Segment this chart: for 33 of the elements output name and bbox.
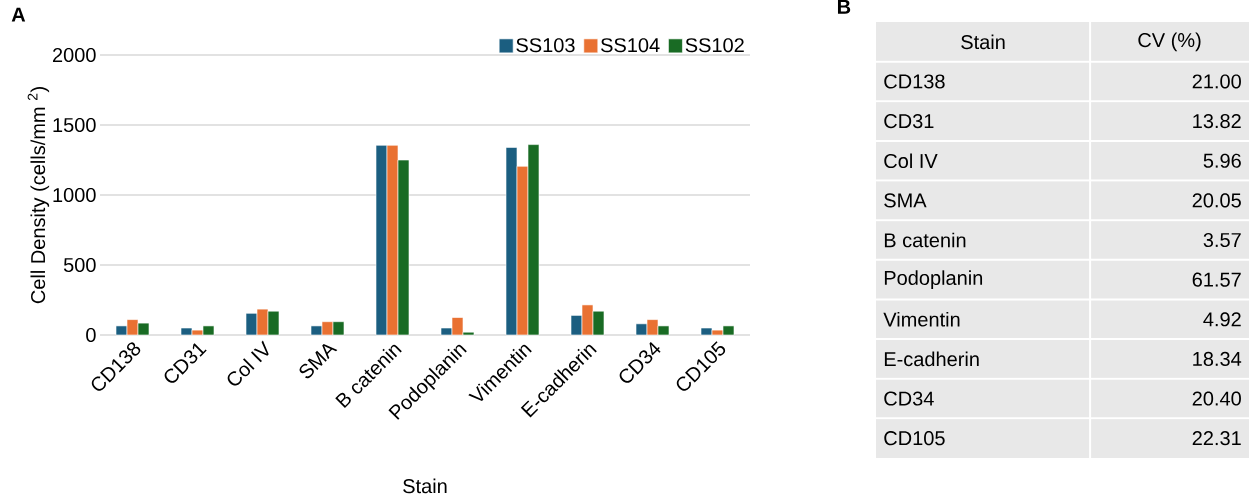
text: 5.96 bbox=[1203, 153, 1241, 168]
text: 13.82 bbox=[1193, 114, 1241, 129]
x-tick-label: Col IV bbox=[227, 340, 269, 386]
text: 20.05 bbox=[1192, 193, 1241, 208]
text: 4.92 bbox=[1203, 312, 1241, 327]
x-axis-title: Stain bbox=[403, 478, 447, 494]
y-tick-label: 1000 bbox=[53, 187, 96, 203]
category-label: Vimentin bbox=[883, 311, 960, 327]
y-tick-label: 500 bbox=[63, 257, 96, 273]
text: 61.57 bbox=[1192, 272, 1241, 287]
category-label: CD105 bbox=[884, 431, 945, 446]
text: 20.40 bbox=[1192, 391, 1241, 406]
y-tick-label: 2000 bbox=[52, 47, 96, 63]
text: CV (%) bbox=[1138, 32, 1201, 52]
y-tick-label: 1500 bbox=[53, 117, 96, 133]
category-label: CD138 bbox=[884, 74, 945, 89]
category-label: Col IV bbox=[884, 153, 938, 169]
text: 18.34 bbox=[1193, 351, 1242, 366]
y-tick-label: 0 bbox=[86, 327, 96, 343]
category-label: B catenin bbox=[884, 232, 966, 248]
legend-label: SS102 bbox=[685, 38, 744, 53]
legend-label: SS103 bbox=[516, 38, 575, 53]
text: 22.31 bbox=[1192, 431, 1241, 446]
text: Stain bbox=[961, 34, 1005, 50]
text: 21.00 bbox=[1192, 74, 1241, 89]
text: 3.57 bbox=[1203, 232, 1241, 248]
legend-label: SS104 bbox=[601, 38, 660, 53]
y-axis-title: Cell Density (cells/mm $^{2}$) bbox=[27, 87, 50, 304]
text: B bbox=[837, 0, 851, 14]
category-label: SMA bbox=[884, 193, 927, 208]
chart-title: A bbox=[11, 7, 26, 22]
category-label: Podoplanin bbox=[884, 270, 983, 289]
category-label: CD31 bbox=[884, 114, 934, 129]
